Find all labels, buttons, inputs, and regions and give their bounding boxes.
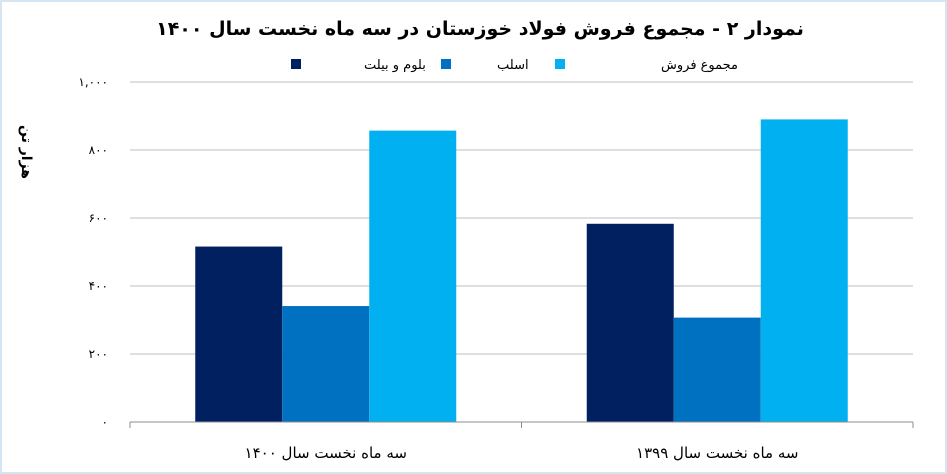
bar [282,306,370,422]
y-tick-label: ۶۰۰ [89,211,108,225]
legend-swatch [441,59,451,69]
y-tick-label: ۲۰۰ [89,347,108,361]
category-label: سه ماه نخست سال ۱۴۰۰ [245,444,407,462]
bar [195,246,283,422]
x-axis [129,421,914,428]
legend-label: بلوم و بیلت [364,58,426,73]
bar [586,223,674,422]
legend-swatch [555,59,565,69]
category-labels: سه ماه نخست سال ۱۴۰۰ سه ماه نخست سال ۱۳۹۹ [245,444,799,462]
legend-swatch [291,59,301,69]
y-tick-label: ۰ [102,415,108,429]
chart-title: نمودار ۲ - مجموع فروش فولاد خوزستان در س… [156,18,804,40]
y-tick-label: ۸۰۰ [89,143,108,157]
y-tick-label: ۱,۰۰۰ [78,75,108,89]
y-tick-labels: ۰ ۲۰۰ ۴۰۰ ۶۰۰ ۸۰۰ ۱,۰۰۰ [78,75,108,429]
bar [760,119,848,423]
legend-label: مجموع فروش [661,58,738,73]
category-label: سه ماه نخست سال ۱۳۹۹ [636,444,798,462]
bar [673,317,761,422]
y-axis-label: هزار تن [18,125,34,179]
y-tick-label: ۴۰۰ [89,279,108,293]
bar [369,130,457,422]
bars [195,119,848,423]
legend-label: اسلب [497,58,529,73]
legend: بلوم و بیلت اسلب مجموع فروش [291,58,738,73]
